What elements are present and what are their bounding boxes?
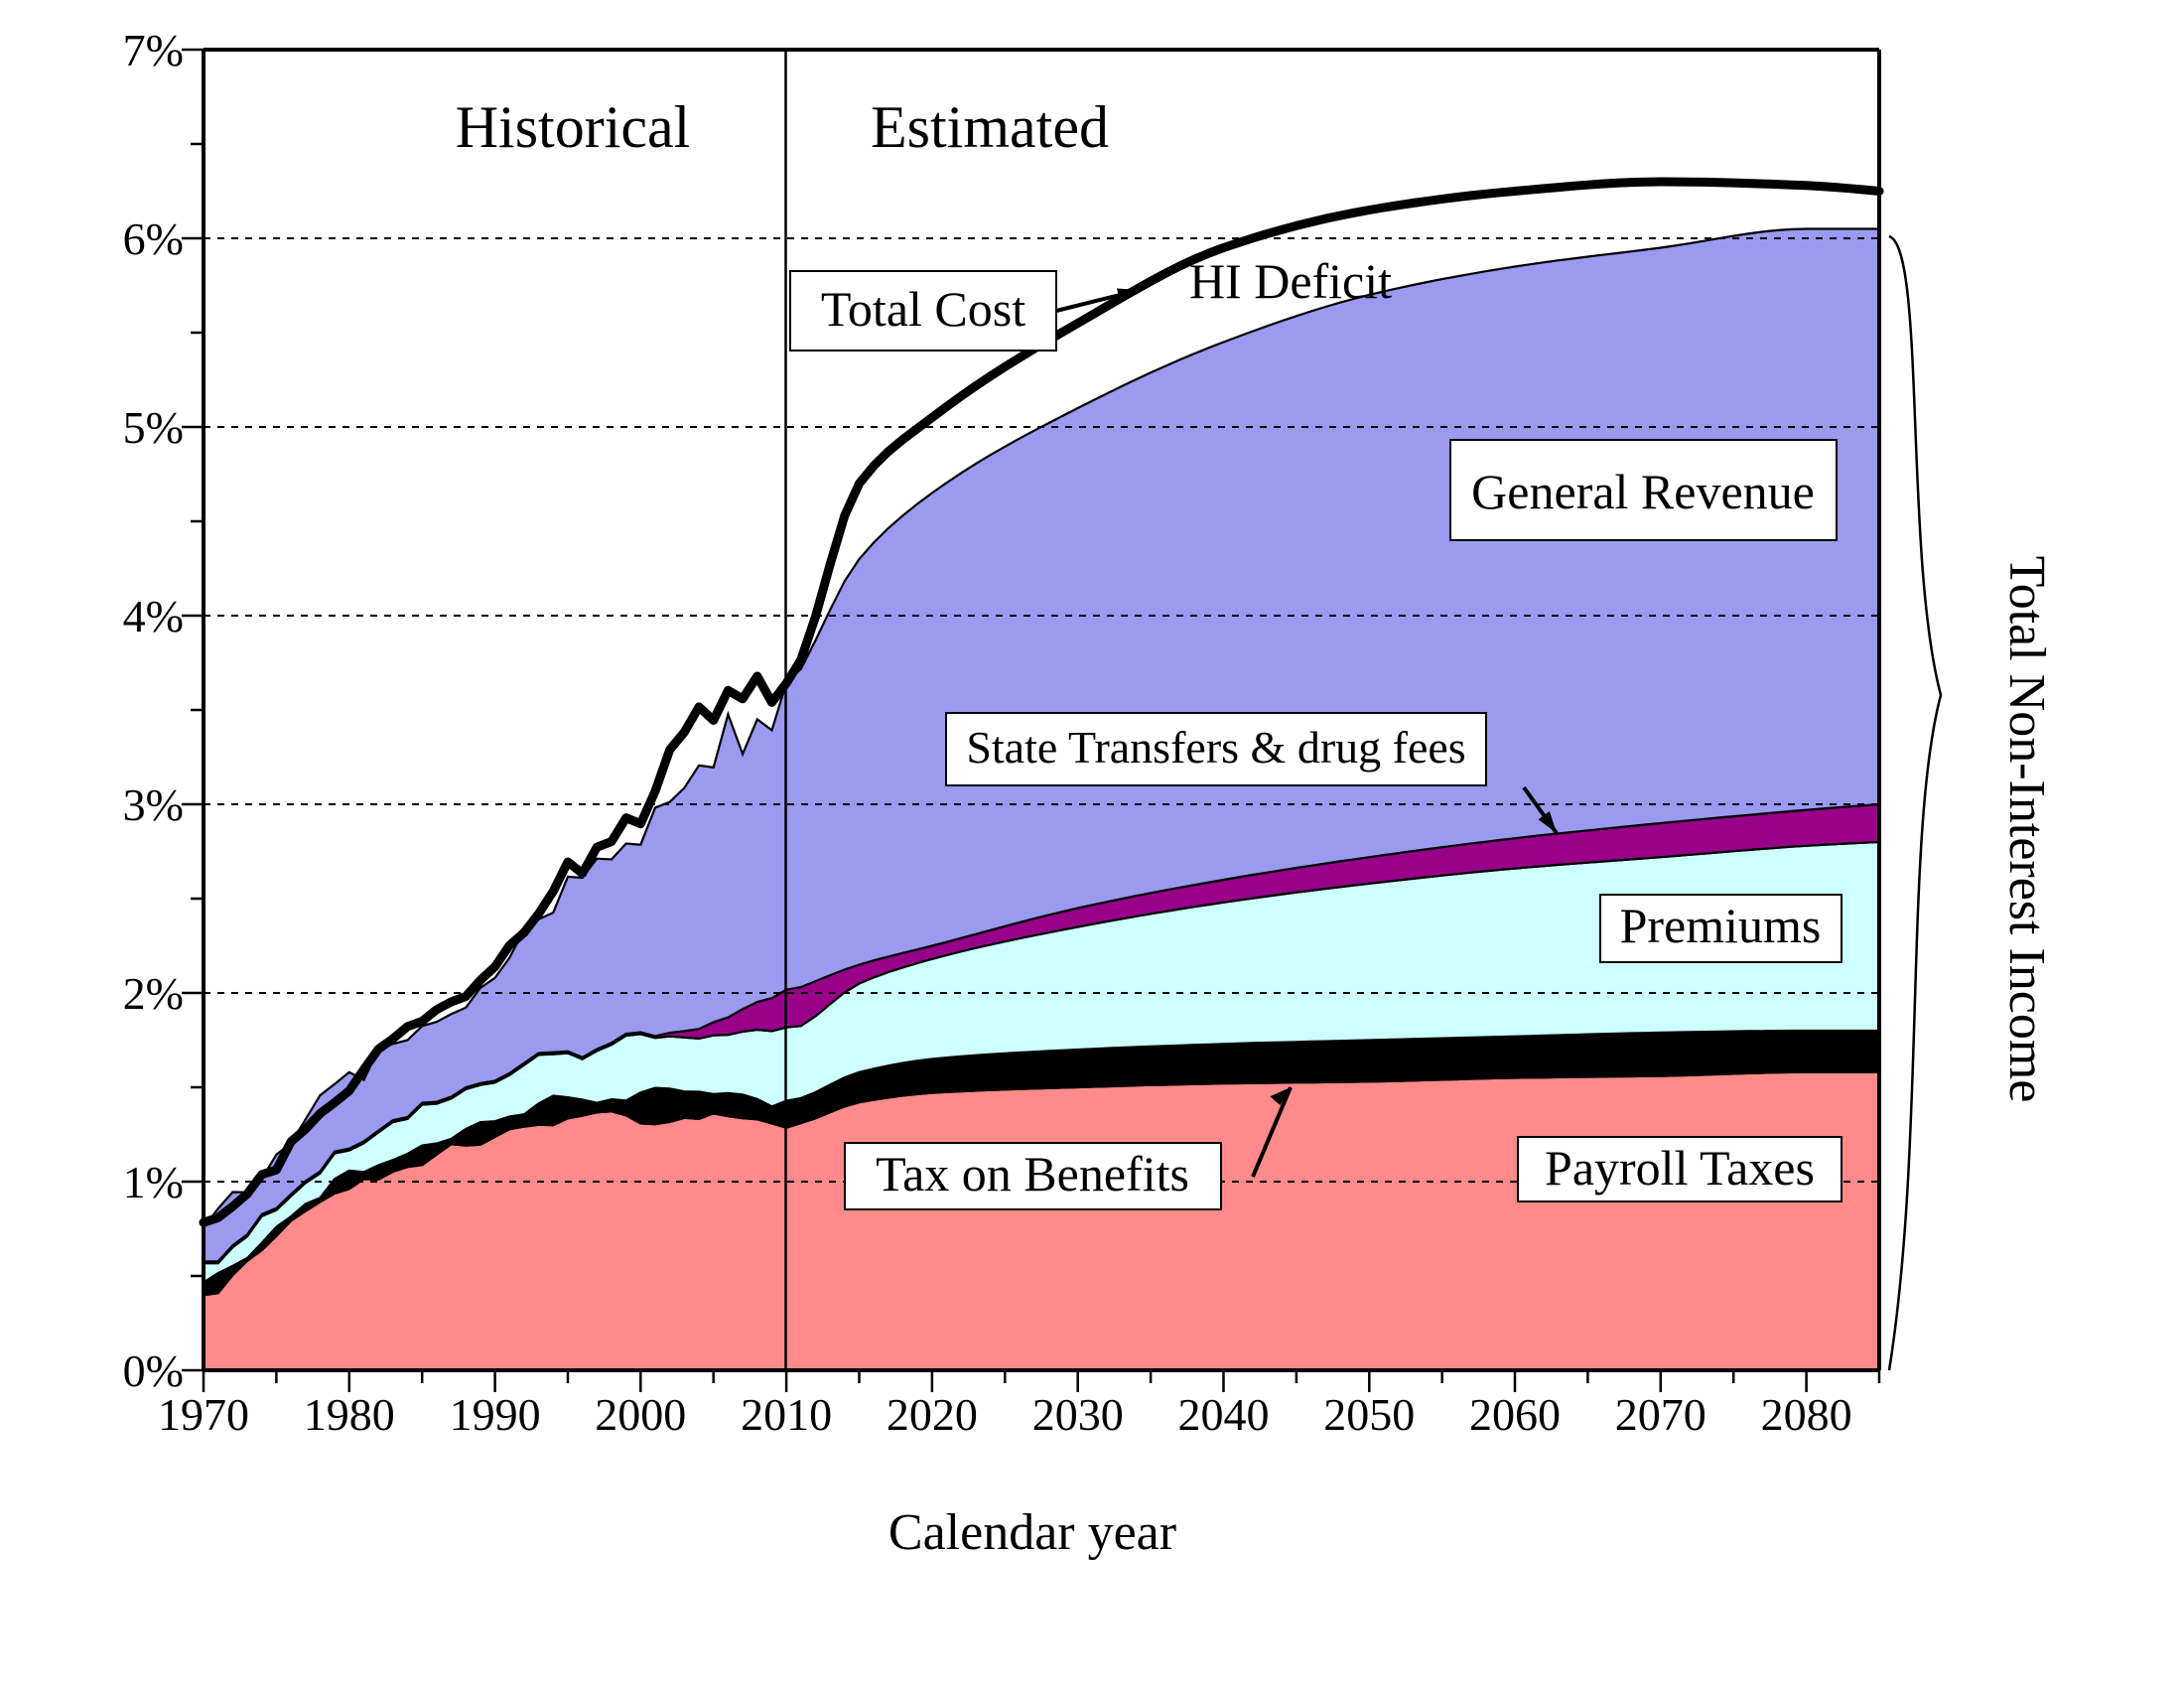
svg-text:1980: 1980 — [304, 1389, 395, 1440]
svg-text:6%: 6% — [123, 213, 184, 264]
svg-text:Tax on Benefits: Tax on Benefits — [876, 1146, 1189, 1201]
svg-text:Estimated: Estimated — [871, 94, 1109, 160]
svg-text:3%: 3% — [123, 779, 184, 830]
svg-text:Total Non-Interest Income: Total Non-Interest Income — [1998, 556, 2055, 1103]
svg-text:Historical: Historical — [456, 94, 691, 160]
svg-text:2030: 2030 — [1032, 1389, 1124, 1440]
svg-text:2020: 2020 — [887, 1389, 978, 1440]
svg-text:2040: 2040 — [1178, 1389, 1270, 1440]
svg-text:Calendar year: Calendar year — [888, 1504, 1176, 1561]
svg-text:HI Deficit: HI Deficit — [1189, 253, 1392, 309]
svg-text:State Transfers & drug fees: State Transfers & drug fees — [966, 722, 1465, 773]
svg-text:4%: 4% — [123, 591, 184, 641]
svg-text:1970: 1970 — [158, 1389, 249, 1440]
svg-text:Payroll Taxes: Payroll Taxes — [1545, 1140, 1815, 1196]
svg-text:1%: 1% — [123, 1157, 184, 1207]
svg-text:General Revenue: General Revenue — [1471, 464, 1815, 519]
svg-text:2010: 2010 — [741, 1389, 832, 1440]
svg-text:2070: 2070 — [1615, 1389, 1706, 1440]
svg-text:2080: 2080 — [1761, 1389, 1852, 1440]
svg-text:2050: 2050 — [1323, 1389, 1415, 1440]
svg-text:1990: 1990 — [450, 1389, 541, 1440]
svg-text:2000: 2000 — [595, 1389, 686, 1440]
svg-text:2%: 2% — [123, 968, 184, 1019]
svg-text:Premiums: Premiums — [1620, 898, 1822, 953]
svg-text:Total Cost: Total Cost — [821, 281, 1025, 337]
svg-text:2060: 2060 — [1469, 1389, 1561, 1440]
svg-text:5%: 5% — [123, 402, 184, 453]
svg-text:7%: 7% — [123, 25, 184, 75]
